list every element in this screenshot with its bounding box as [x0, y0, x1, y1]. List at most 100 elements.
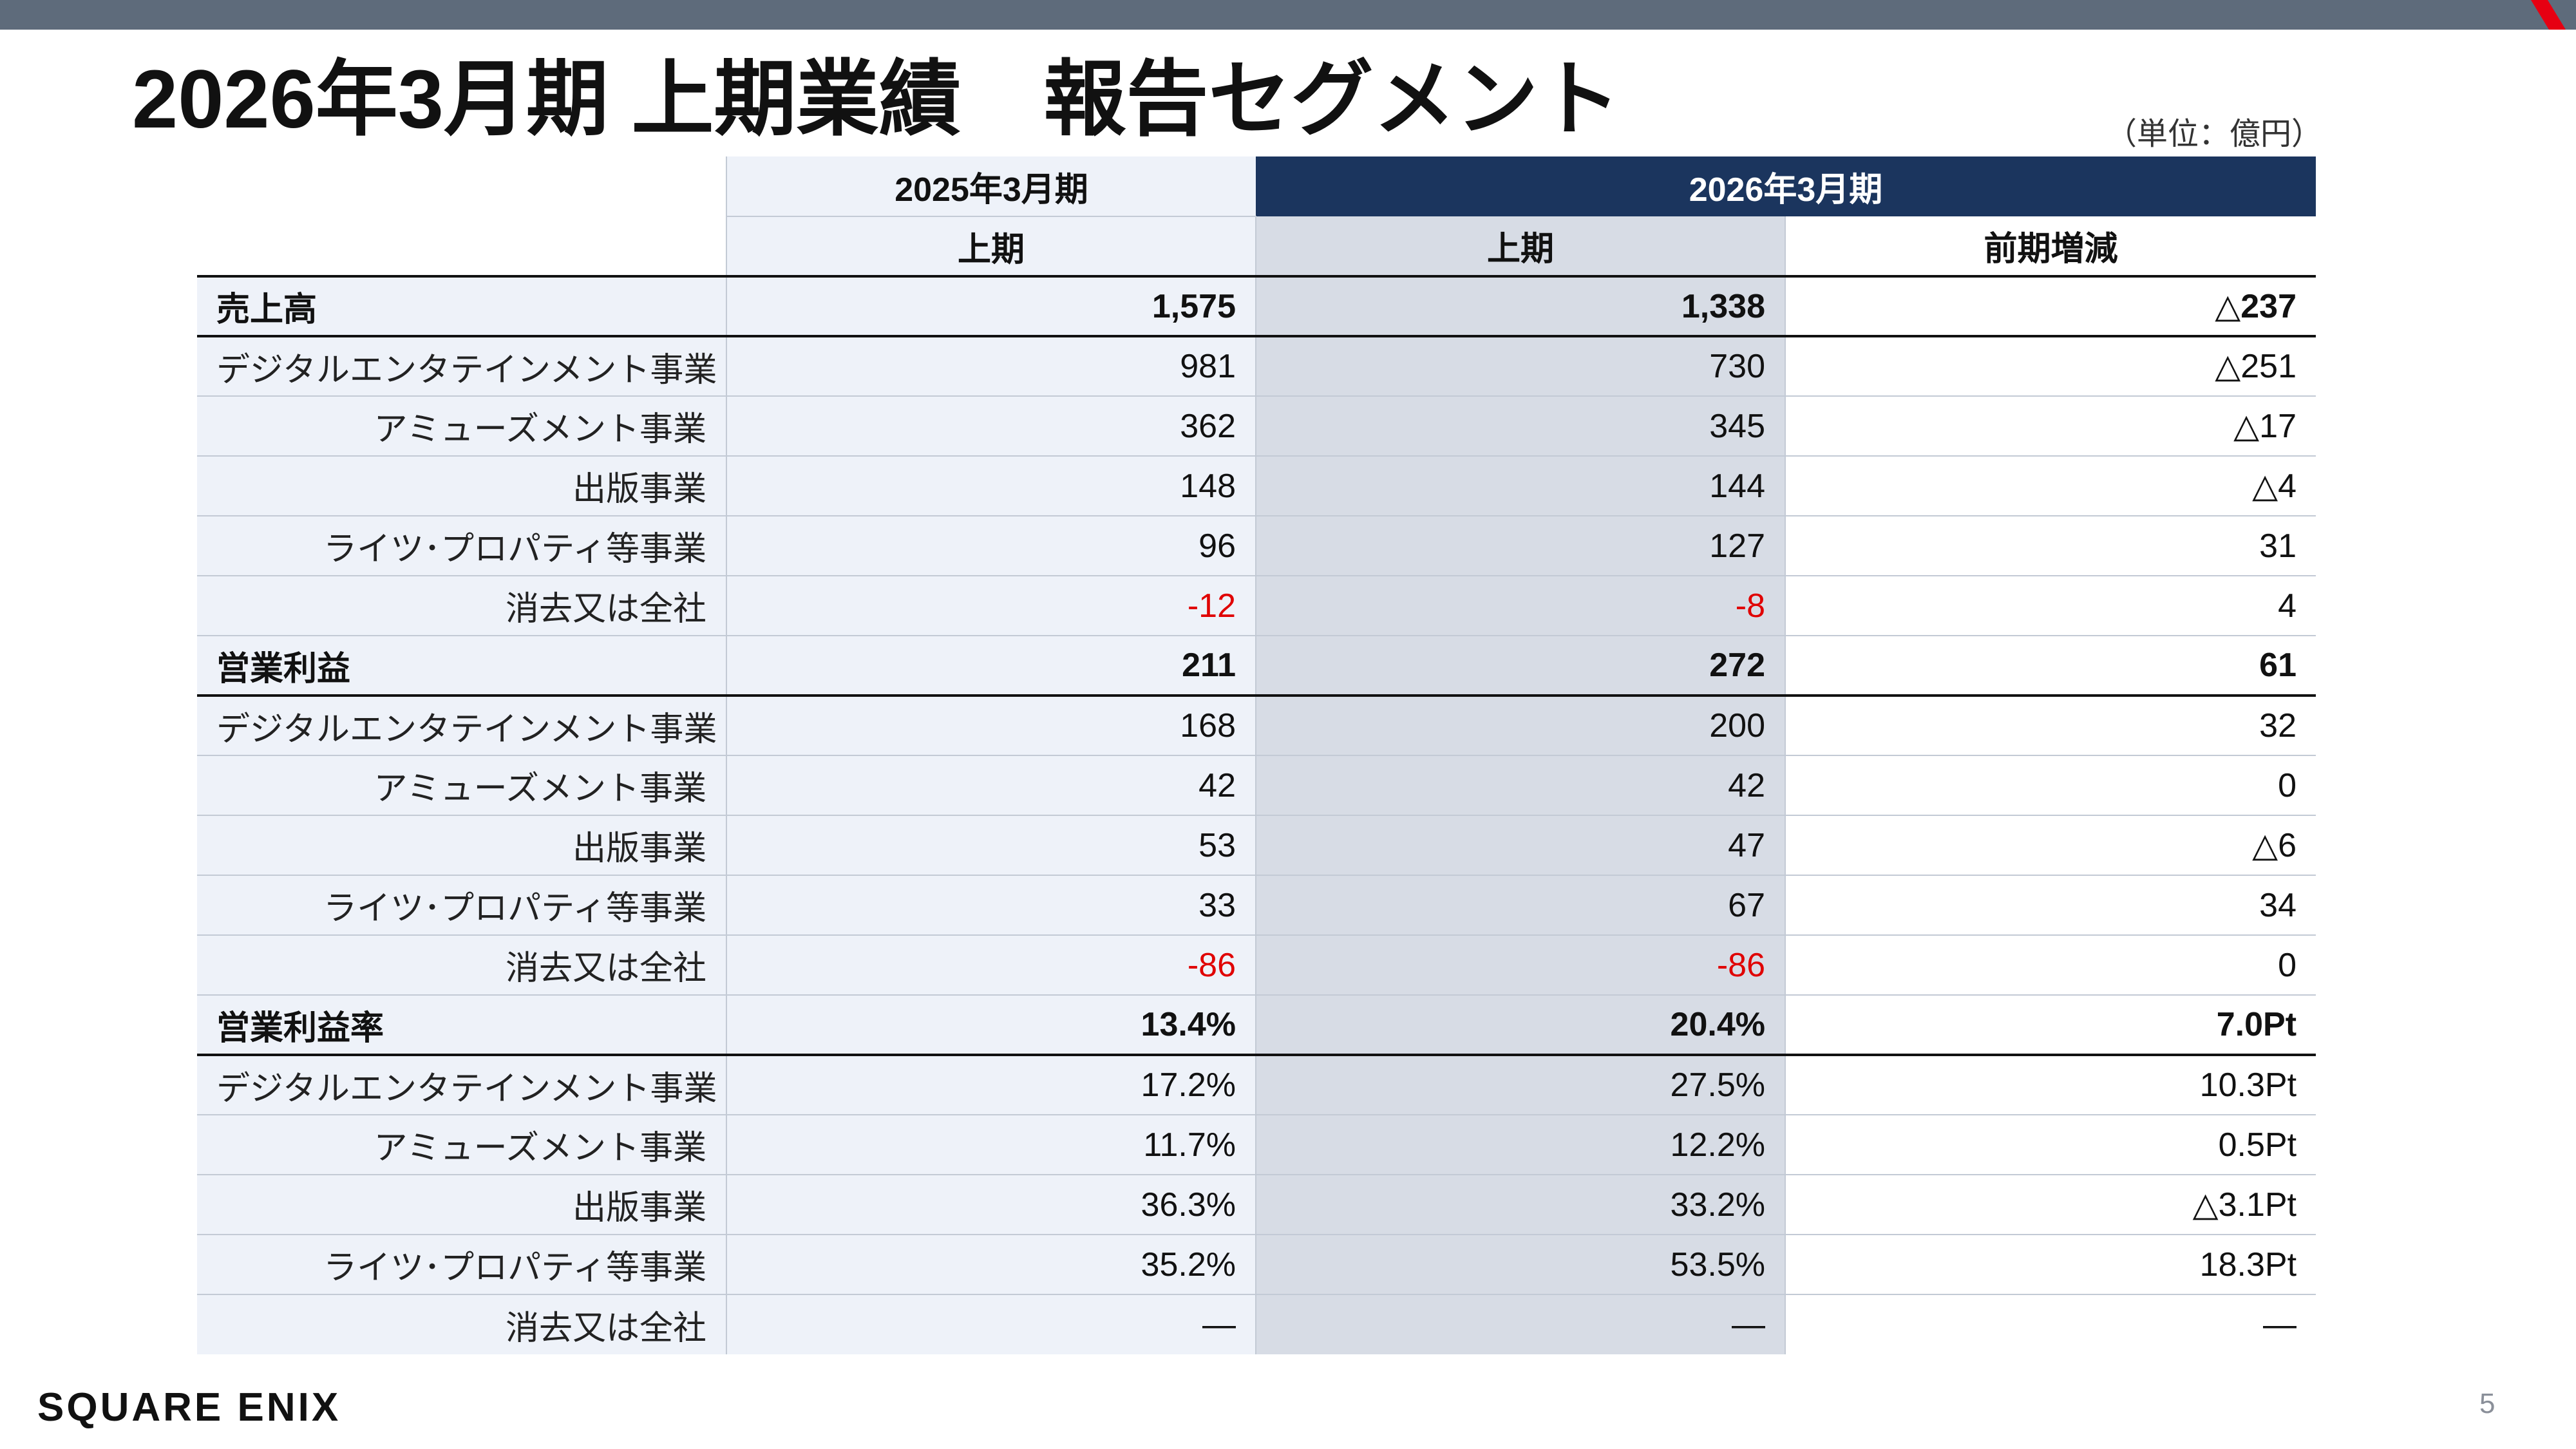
prev-period-header: 2025年3月期 — [726, 156, 1256, 217]
prev-half-header: 上期 — [726, 216, 1256, 278]
cur-half-value: 20.4% — [1255, 995, 1785, 1056]
prev-half-value: 981 — [726, 336, 1256, 397]
row-label: 出版事業 — [197, 1175, 726, 1235]
cur-half-value: 272 — [1255, 636, 1785, 697]
prev-half-value: 362 — [726, 396, 1256, 457]
segment-row: ライツ･プロパティ等事業 33 67 34 — [197, 875, 2316, 936]
prev-half-value: 33 — [726, 875, 1256, 936]
yoy-change-value: △237 — [1784, 276, 2316, 337]
cur-half-value: 730 — [1255, 336, 1785, 397]
cur-half-value: 27.5% — [1255, 1055, 1785, 1115]
yoy-change-header: 前期増減 — [1784, 216, 2316, 278]
segment-results-table: 2025年3月期 2026年3月期 上期 上期 前期増減 売上高 1,575 1,3… — [197, 156, 2316, 1354]
prev-half-value: 35.2% — [726, 1235, 1256, 1295]
segment-row: 消去又は全社 -86 -86 0 — [197, 935, 2316, 996]
cur-half-value: 67 — [1255, 875, 1785, 936]
prev-half-value: 148 — [726, 456, 1256, 516]
sub-header-blank-cell — [197, 216, 726, 278]
row-label: 消去又は全社 — [197, 935, 726, 996]
cur-half-value: 144 — [1255, 456, 1785, 516]
segment-row: デジタルエンタテインメント事業 17.2% 27.5% 10.3Pt — [197, 1055, 2316, 1115]
yoy-change-value: 0.5Pt — [1784, 1115, 2316, 1175]
cur-half-value: -86 — [1255, 935, 1785, 996]
cur-half-value: 12.2% — [1255, 1115, 1785, 1175]
segment-row: アミューズメント事業 42 42 0 — [197, 755, 2316, 816]
prev-half-value: 211 — [726, 636, 1256, 697]
cur-half-value: -8 — [1255, 576, 1785, 636]
row-label: ライツ･プロパティ等事業 — [197, 516, 726, 576]
yoy-change-value: △3.1Pt — [1784, 1175, 2316, 1235]
segment-row: 出版事業 148 144 △4 — [197, 456, 2316, 516]
yoy-change-value: △6 — [1784, 815, 2316, 876]
yoy-change-value: 34 — [1784, 875, 2316, 936]
segment-row: 出版事業 53 47 △6 — [197, 815, 2316, 876]
yoy-change-value: 0 — [1784, 755, 2316, 816]
row-label: ライツ･プロパティ等事業 — [197, 875, 726, 936]
prev-half-value: 13.4% — [726, 995, 1256, 1056]
cur-half-value: 127 — [1255, 516, 1785, 576]
row-label: 消去又は全社 — [197, 1294, 726, 1354]
section-total-row: 売上高 1,575 1,338 △237 — [197, 276, 2316, 337]
cur-half-value: 200 — [1255, 696, 1785, 756]
cur-half-value: 42 — [1255, 755, 1785, 816]
section-total-row: 営業利益率 13.4% 20.4% 7.0Pt — [197, 995, 2316, 1056]
prev-half-value: 11.7% — [726, 1115, 1256, 1175]
cur-half-value: 47 — [1255, 815, 1785, 876]
cur-half-value: ― — [1255, 1294, 1785, 1354]
segment-row: デジタルエンタテインメント事業 168 200 32 — [197, 696, 2316, 756]
unit-note: （単位：億円） — [2106, 117, 2323, 151]
corner-accent-stripe — [2531, 0, 2566, 30]
yoy-change-value: 7.0Pt — [1784, 995, 2316, 1056]
yoy-change-value: 0 — [1784, 935, 2316, 996]
row-label: 営業利益率 — [197, 995, 726, 1056]
prev-half-value: 96 — [726, 516, 1256, 576]
sub-header-row: 上期 上期 前期増減 — [197, 216, 2316, 278]
page-title: 2026年3月期 上期業績 報告セグメント — [132, 53, 1621, 146]
row-label: デジタルエンタテインメント事業 — [197, 1055, 726, 1115]
segment-row: アミューズメント事業 11.7% 12.2% 0.5Pt — [197, 1115, 2316, 1175]
row-label: 営業利益 — [197, 636, 726, 697]
cur-half-value: 33.2% — [1255, 1175, 1785, 1235]
cur-period-header: 2026年3月期 — [1256, 156, 2316, 216]
prev-half-value: -12 — [726, 576, 1256, 636]
segment-row: 出版事業 36.3% 33.2% △3.1Pt — [197, 1175, 2316, 1235]
header-blank-cell — [197, 156, 726, 216]
cur-half-value: 345 — [1255, 396, 1785, 457]
prev-half-value: 36.3% — [726, 1175, 1256, 1235]
cur-half-value: 1,338 — [1255, 276, 1785, 337]
row-label: ライツ･プロパティ等事業 — [197, 1235, 726, 1295]
prev-half-value: ― — [726, 1294, 1256, 1354]
row-label: 出版事業 — [197, 456, 726, 516]
yoy-change-value: 4 — [1784, 576, 2316, 636]
yoy-change-value: 61 — [1784, 636, 2316, 697]
yoy-change-value: △251 — [1784, 336, 2316, 397]
cur-half-value: 53.5% — [1255, 1235, 1785, 1295]
segment-row: デジタルエンタテインメント事業 981 730 △251 — [197, 336, 2316, 397]
page-number: 5 — [2479, 1388, 2496, 1419]
yoy-change-value: ― — [1784, 1294, 2316, 1354]
row-label: 出版事業 — [197, 815, 726, 876]
segment-row: 消去又は全社 -12 -8 4 — [197, 576, 2316, 636]
row-label: アミューズメント事業 — [197, 755, 726, 816]
prev-half-value: -86 — [726, 935, 1256, 996]
prev-half-value: 1,575 — [726, 276, 1256, 337]
square-enix-logo: SQUARE ENIX — [37, 1385, 341, 1430]
segment-row: ライツ･プロパティ等事業 35.2% 53.5% 18.3Pt — [197, 1235, 2316, 1295]
prev-half-value: 53 — [726, 815, 1256, 876]
yoy-change-value: 10.3Pt — [1784, 1055, 2316, 1115]
segment-row: ライツ･プロパティ等事業 96 127 31 — [197, 516, 2316, 576]
yoy-change-value: 31 — [1784, 516, 2316, 576]
yoy-change-value: 18.3Pt — [1784, 1235, 2316, 1295]
period-header-row: 2025年3月期 2026年3月期 — [197, 156, 2316, 217]
row-label: アミューズメント事業 — [197, 396, 726, 457]
yoy-change-value: △4 — [1784, 456, 2316, 516]
prev-half-value: 42 — [726, 755, 1256, 816]
cur-half-header: 上期 — [1255, 216, 1785, 278]
yoy-change-value: 32 — [1784, 696, 2316, 756]
segment-row: 消去又は全社 ― ― ― — [197, 1294, 2316, 1354]
segment-row: アミューズメント事業 362 345 △17 — [197, 396, 2316, 457]
yoy-change-value: △17 — [1784, 396, 2316, 457]
section-total-row: 営業利益 211 272 61 — [197, 636, 2316, 697]
prev-half-value: 17.2% — [726, 1055, 1256, 1115]
row-label: デジタルエンタテインメント事業 — [197, 336, 726, 397]
